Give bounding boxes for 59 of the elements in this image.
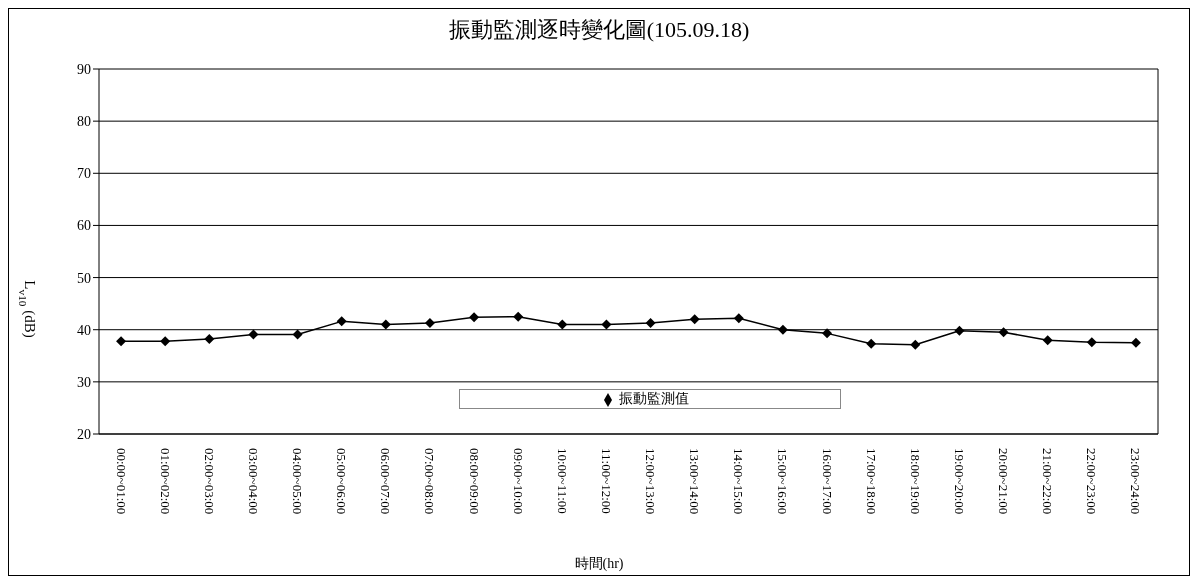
x-tick-label: 10:00~11:00: [554, 448, 570, 514]
x-tick-label: 09:00~10:00: [510, 448, 526, 515]
point: [998, 327, 1009, 338]
x-tick-label: 01:00~02:00: [157, 448, 173, 515]
point: [336, 316, 347, 327]
point: [116, 336, 127, 347]
x-tick-label: 03:00~04:00: [245, 448, 261, 515]
point: [689, 314, 700, 325]
y-tick-label: 90: [77, 61, 91, 77]
y-tick-label: 50: [77, 270, 91, 286]
x-tick-label: 15:00~16:00: [775, 448, 791, 515]
x-tick-label: 14:00~15:00: [731, 448, 747, 515]
point: [733, 313, 744, 324]
y-tick-label: 20: [77, 426, 91, 442]
point: [469, 312, 480, 323]
x-tick-label: 04:00~05:00: [290, 448, 306, 515]
x-tick-label: 20:00~21:00: [996, 448, 1012, 515]
point: [557, 319, 568, 330]
x-tick-label: 11:00~12:00: [598, 448, 614, 514]
y-tick-label: 70: [77, 166, 91, 182]
x-tick-label: 22:00~23:00: [1084, 448, 1100, 515]
x-tick-label: 07:00~08:00: [422, 448, 438, 515]
x-tick-label: 23:00~24:00: [1128, 448, 1144, 515]
x-tick-label: 05:00~06:00: [334, 448, 350, 515]
point: [645, 317, 656, 328]
point: [822, 328, 833, 339]
y-tick-label: 40: [77, 322, 91, 338]
point: [601, 319, 612, 330]
x-tick-label: 21:00~22:00: [1040, 448, 1056, 515]
x-tick-label: 00:00~01:00: [113, 448, 129, 515]
y-tick-label: 30: [77, 374, 91, 390]
point: [513, 311, 524, 322]
point: [910, 339, 921, 350]
x-tick-label: 16:00~17:00: [819, 448, 835, 515]
x-tick-label: 13:00~14:00: [687, 448, 703, 515]
point: [424, 317, 435, 328]
point: [954, 325, 965, 336]
point: [160, 336, 171, 347]
chart-title: 振動監測逐時變化圖(105.09.18): [447, 16, 751, 44]
point: [1086, 337, 1097, 348]
point: [380, 319, 391, 330]
x-tick-label: 02:00~03:00: [201, 448, 217, 515]
point: [292, 329, 303, 340]
point: [777, 324, 788, 335]
y-tick-label: 60: [77, 218, 91, 234]
x-tick-label: 12:00~13:00: [643, 448, 659, 515]
y-tick-label: 80: [77, 114, 91, 130]
x-tick-label: 18:00~19:00: [907, 448, 923, 515]
point: [1130, 337, 1141, 348]
legend-label: 振動監測值: [619, 391, 689, 406]
x-tick-label: 17:00~18:00: [863, 448, 879, 515]
point: [204, 334, 215, 345]
x-tick-label: 06:00~07:00: [378, 448, 394, 515]
point: [866, 338, 877, 349]
x-tick-label: 08:00~09:00: [466, 448, 482, 515]
x-tick-label: 19:00~20:00: [951, 448, 967, 515]
point: [248, 329, 259, 340]
point: [1042, 335, 1053, 346]
x-axis-title: 時間(hr): [573, 555, 625, 573]
